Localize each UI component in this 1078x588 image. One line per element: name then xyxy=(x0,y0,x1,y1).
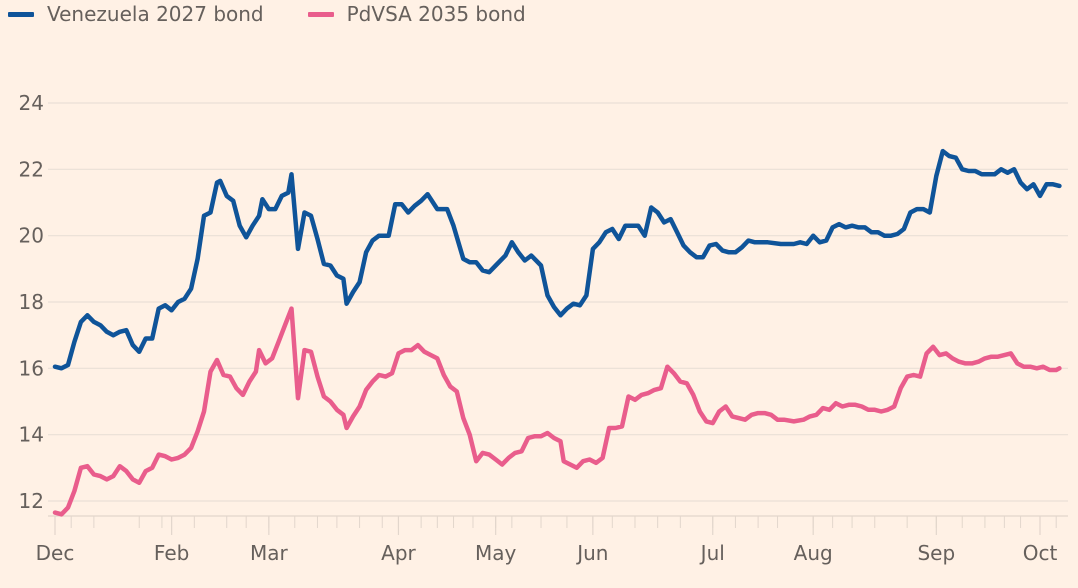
x-tick-label-sep: Sep xyxy=(917,541,955,565)
series-lines xyxy=(52,148,1062,517)
gridlines xyxy=(48,102,1068,502)
y-tick-label: 14 xyxy=(19,423,44,447)
legend-swatch-venezuela-2027 xyxy=(8,11,34,17)
y-tick-label: 18 xyxy=(19,290,44,314)
x-tick-label-may: May xyxy=(475,541,517,565)
legend-item-pdvsa-2035: PdVSA 2035 bond xyxy=(307,2,526,26)
x-tick-label-mar: Mar xyxy=(250,541,289,565)
x-tick-label-oct: Oct xyxy=(1023,541,1058,565)
legend-label-venezuela-2027: Venezuela 2027 bond xyxy=(47,2,264,26)
x-tick-label-feb: Feb xyxy=(154,541,189,565)
x-tick-label-apr: Apr xyxy=(381,541,416,565)
series-line-pdvsa-2035 xyxy=(52,306,1062,517)
x-tick-label-jun: Jun xyxy=(575,541,608,565)
x-tick-label-dec: Dec xyxy=(36,541,75,565)
y-tick-label: 16 xyxy=(19,356,44,380)
x-axis: Dec Feb Mar Apr May Jun Jul Aug Sep Oct xyxy=(36,515,1068,565)
y-tick-label: 12 xyxy=(19,489,44,513)
x-tick-label-jul: Jul xyxy=(699,541,725,565)
y-tick-label: 24 xyxy=(19,91,44,115)
chart-legend: Venezuela 2027 bond PdVSA 2035 bond xyxy=(8,0,526,28)
y-tick-label: 20 xyxy=(19,224,44,248)
y-tick-label: 22 xyxy=(19,157,44,181)
legend-swatch-pdvsa-2035 xyxy=(307,11,334,17)
series-line-venezuela-2027 xyxy=(52,148,1062,371)
legend-item-venezuela-2027: Venezuela 2027 bond xyxy=(8,2,264,26)
x-tick-label-aug: Aug xyxy=(794,541,833,565)
legend-label-pdvsa-2035: PdVSA 2035 bond xyxy=(346,2,526,26)
y-axis: 12 14 16 18 20 22 24 xyxy=(19,91,44,513)
